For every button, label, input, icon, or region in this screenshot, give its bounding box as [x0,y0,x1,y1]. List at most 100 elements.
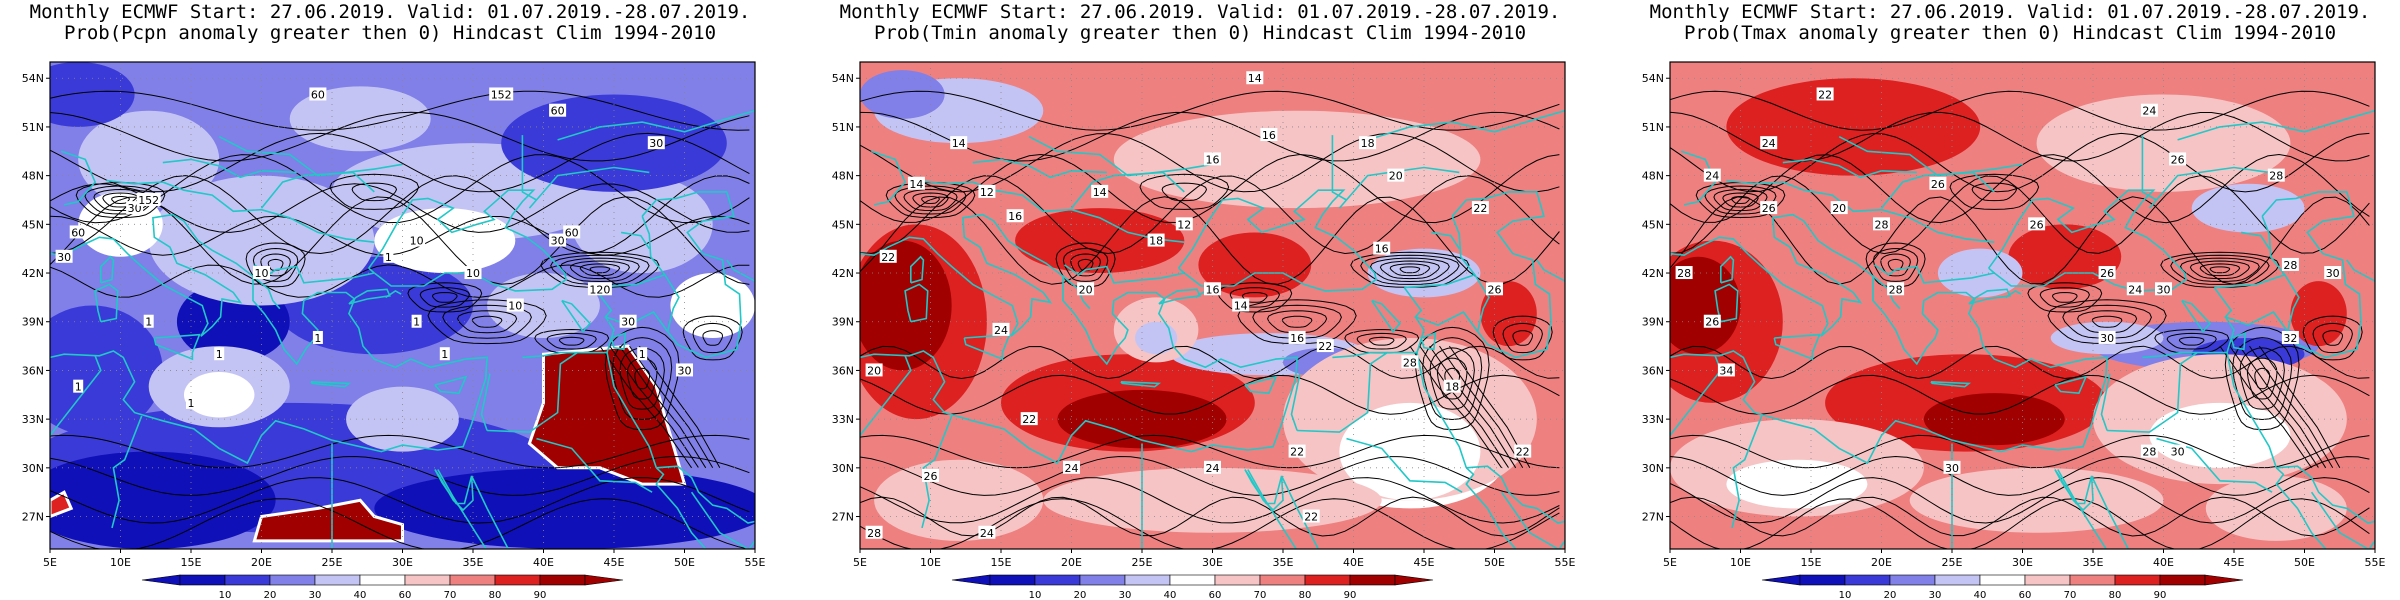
contour-line [860,132,1560,193]
contour-line [2312,322,2353,354]
contour-line [1670,196,2370,285]
coastline [2275,467,2375,549]
colorbar-swatch [1124,574,1171,586]
probability-region [2290,281,2347,347]
contour-label-bg [907,176,925,190]
contour-label-bg [2126,282,2144,296]
coastline [2230,331,2247,351]
colorbar-swatch [1799,574,1846,586]
contour-label-bg [1471,201,1489,215]
colorbar-label: 20 [1074,590,1087,600]
contour-label: 1 [216,348,223,361]
contour-line [1281,315,1313,328]
contour-label: 30 [678,364,692,377]
latitude-label: 33N [22,413,44,426]
probability-region [1726,459,1868,509]
colorbar-swatch [1259,574,1306,586]
contour-line [2039,287,2090,308]
colorbar-swatch [314,574,361,586]
panel-title-line1: Monthly ECMWF Start: 27.06.2019. Valid: … [29,1,751,23]
coastline [536,437,653,493]
contour-line [50,455,750,496]
probability-region [874,459,1044,541]
contour-label-bg [214,347,225,361]
contour-label: 18 [1361,137,1375,150]
coastline [521,135,537,201]
contour-label: 12 [1177,218,1191,231]
contour-line [1217,282,1293,313]
contour-line [1704,185,1777,215]
colorbar-swatch [2159,574,2206,586]
contour-label-bg [619,314,637,328]
contour-line [1360,254,1460,285]
latitude-label: 27N [22,511,44,524]
high-probability-region [252,498,404,543]
longitude-label: 50E [674,556,695,569]
contour-line [50,90,750,131]
contour-label-bg [1175,217,1193,231]
coastlines [50,109,755,549]
map-panel-tmin: Monthly ECMWF Start: 27.06.2019. Valid: … [810,0,1590,600]
contour-label: 16 [1008,210,1022,223]
coastline [1465,467,1565,549]
contour-line [569,260,630,280]
contour-line [1252,304,1342,339]
coastline [1247,469,1298,549]
contour-label-bg [2098,266,2116,280]
coastline [1280,475,1320,549]
contour-label-bg [1401,355,1419,369]
contour-line [2209,266,2231,274]
latitude-label: 39N [1642,316,1664,329]
contour-label: 30 [2100,332,2114,345]
coastline [593,287,669,332]
contour-line [558,336,585,346]
contour-line [1070,253,1101,277]
contour-label: 34 [1719,364,1733,377]
colorbar-label: 30 [1929,590,1942,600]
contour-line [2239,345,2327,469]
contour-line [702,330,724,346]
contour-line [1379,260,1440,280]
contour-line [1399,266,1421,274]
contour-line [1880,253,1911,277]
colorbar-label: 80 [1299,590,1312,600]
coastline [1968,288,2011,305]
coastline [2141,135,2157,201]
contour-line [609,345,700,469]
coastline [1332,351,1388,359]
contour-label-bg [2155,282,2172,296]
contour-label: 24 [1065,462,1079,475]
colorbar-swatch [494,574,541,586]
coastline [2240,231,2270,250]
colorbar-label: 20 [1884,590,1897,600]
coastline [1244,375,1278,395]
contour-label-bg [1063,460,1080,474]
contour-label: 24 [2142,105,2156,118]
coastline [1367,109,1565,141]
contour-label-bg [950,136,968,150]
contour-line [245,242,306,288]
coastline [1773,333,1821,361]
contour-label-bg [408,233,426,247]
coastline [153,333,201,361]
contour-label: 10 [466,267,480,280]
contour-label-bg [647,136,665,150]
contour-line [1229,287,1280,308]
high-probability-region [527,344,687,486]
contour-label-bg [1260,128,1278,142]
contour-label-bg [253,266,270,280]
coastline [1414,316,1425,353]
contour-label: 1 [75,381,82,394]
latitude-label: 48N [1642,170,1664,183]
coastline [610,331,627,351]
contour-label: 24 [2128,283,2142,296]
contour-label: 30 [649,137,663,150]
coastline [1371,299,1402,333]
colorbar: 10 20 30 40 60 70 80 90 [951,574,1434,600]
latitude-label: 27N [832,511,854,524]
contour-label: 14 [1248,72,1262,85]
coastline [2148,166,2270,209]
contour-label-bg [1204,152,1221,166]
latitude-label: 51N [832,121,854,134]
